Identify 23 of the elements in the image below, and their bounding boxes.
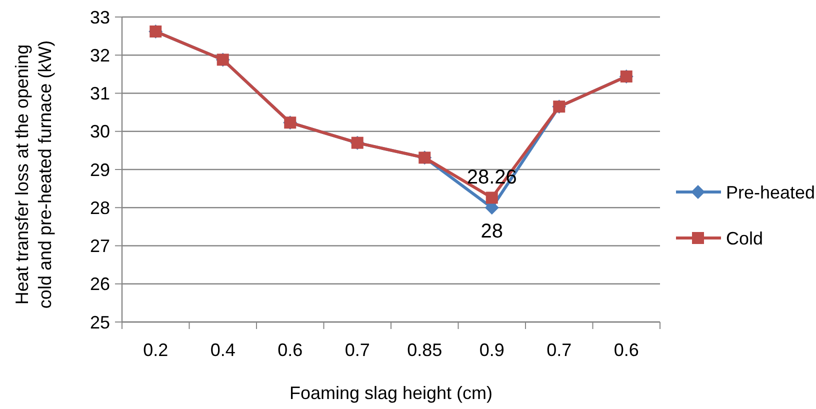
y-tick-label: 32 xyxy=(90,45,110,66)
point xyxy=(486,192,498,204)
x-axis-title: Foaming slag height (cm) xyxy=(289,383,493,403)
y-tick-label: 26 xyxy=(90,274,110,294)
y-tick-label: 25 xyxy=(90,312,110,332)
x-tick-label: 0.85 xyxy=(407,340,442,360)
data-label: 28 xyxy=(480,220,503,243)
y-tick-label: 29 xyxy=(90,160,110,180)
x-tick-label: 0.9 xyxy=(479,340,504,360)
legend-label: Pre-heated xyxy=(726,182,816,202)
x-tick-label: 0.7 xyxy=(344,340,370,360)
y-tick-label: 27 xyxy=(90,236,110,256)
x-tick-label: 0.6 xyxy=(614,340,639,360)
y-tick-label: 28 xyxy=(90,198,110,218)
y-tick-label: 31 xyxy=(90,84,110,104)
x-tick-label: 0.6 xyxy=(278,340,303,360)
legend-label: Cold xyxy=(726,228,764,248)
x-tick-label: 0.2 xyxy=(143,340,168,360)
x-tick-label: 0.4 xyxy=(210,340,236,360)
y-axis-title: Heat transfer loss at the opening cold and pre-heated furnace (kW) xyxy=(12,40,55,309)
y-tick-label: 30 xyxy=(90,122,110,142)
x-tick-label: 0.7 xyxy=(546,340,572,360)
y-tick-label: 33 xyxy=(90,7,110,28)
